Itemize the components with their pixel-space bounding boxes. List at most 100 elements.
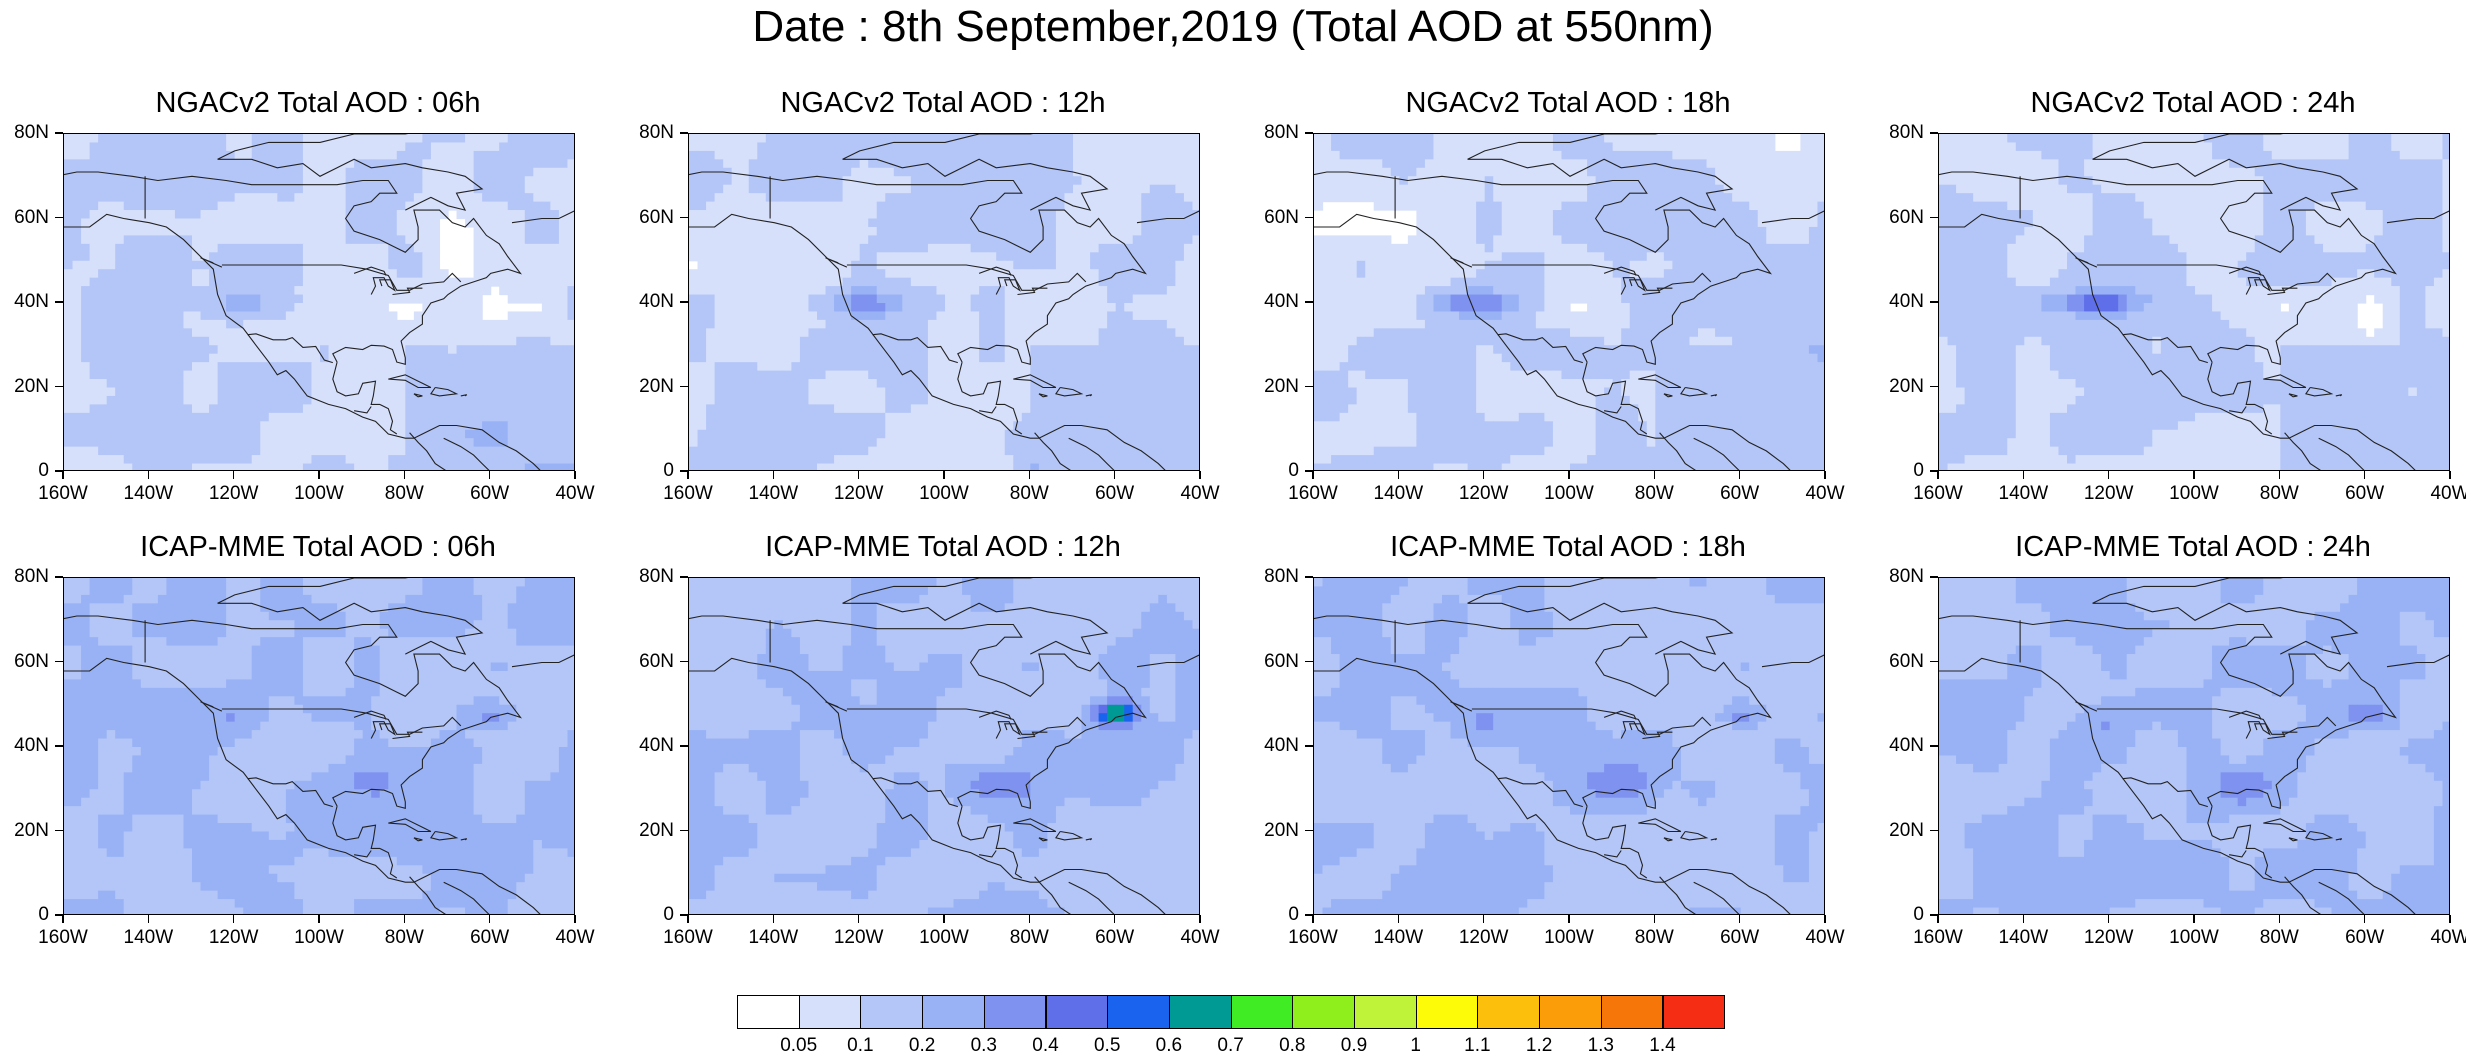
aod-cell <box>260 413 269 422</box>
aod-cell <box>132 252 141 261</box>
aod-cell <box>791 151 800 160</box>
aod-cell <box>954 244 963 253</box>
aod-cell <box>1604 142 1613 151</box>
aod-cell <box>175 210 184 219</box>
aod-cell <box>706 227 715 236</box>
aod-cell <box>971 464 980 471</box>
aod-cell <box>1124 159 1133 168</box>
aod-cell <box>749 320 758 329</box>
aod-cell <box>235 159 244 168</box>
aod-cell <box>269 447 278 456</box>
aod-cell <box>962 185 971 194</box>
aod-cell <box>311 252 320 261</box>
aod-cell <box>1192 159 1200 168</box>
aod-cell <box>1047 210 1056 219</box>
aod-cell <box>209 252 218 261</box>
aod-cell <box>354 295 363 304</box>
aod-cell <box>732 193 741 202</box>
aod-cell <box>996 303 1005 312</box>
aod-cell <box>508 413 517 422</box>
aod-cell <box>800 337 809 346</box>
aod-cell <box>1090 269 1099 278</box>
aod-cell <box>971 176 980 185</box>
aod-cell <box>757 269 766 278</box>
aod-cell <box>183 210 192 219</box>
aod-cell <box>201 159 210 168</box>
aod-cell <box>945 235 954 244</box>
aod-cell <box>988 362 997 371</box>
aod-cell <box>252 295 261 304</box>
aod-cell <box>81 159 90 168</box>
x-tick-label: 40W <box>555 483 594 505</box>
aod-cell <box>337 269 346 278</box>
aod-cell <box>1158 438 1167 447</box>
aod-cell <box>749 379 758 388</box>
aod-cell <box>201 185 210 194</box>
aod-cell <box>380 379 389 388</box>
aod-cell <box>209 404 218 413</box>
aod-cell <box>1005 303 1014 312</box>
aod-cell <box>277 244 286 253</box>
aod-cell <box>491 345 500 354</box>
aod-cell <box>286 210 295 219</box>
aod-cell <box>235 219 244 228</box>
aod-cell <box>1184 455 1193 464</box>
aod-cell <box>1056 185 1065 194</box>
aod-cell <box>911 202 920 211</box>
aod-cell <box>988 328 997 337</box>
aod-cell <box>1064 142 1073 151</box>
aod-cell <box>269 379 278 388</box>
aod-cell <box>1005 227 1014 236</box>
aod-cell <box>979 244 988 253</box>
aod-cell <box>1124 328 1133 337</box>
aod-cell <box>885 244 894 253</box>
aod-cell <box>1184 278 1193 287</box>
aod-cell <box>311 438 320 447</box>
aod-cell <box>783 404 792 413</box>
aod-cell <box>141 303 150 312</box>
aod-cell <box>277 151 286 160</box>
aod-cell <box>843 404 852 413</box>
aod-cell <box>936 464 945 471</box>
aod-cell <box>73 362 82 371</box>
aod-cell <box>954 464 963 471</box>
aod-cell <box>166 413 175 422</box>
aod-cell <box>979 455 988 464</box>
aod-cell <box>64 455 73 464</box>
aod-cell <box>1005 185 1014 194</box>
aod-cell <box>1124 202 1133 211</box>
aod-cell <box>911 388 920 397</box>
aod-cell <box>414 269 423 278</box>
aod-cell <box>252 396 261 405</box>
aod-cell <box>533 396 542 405</box>
aod-cell <box>911 159 920 168</box>
aod-cell <box>64 438 73 447</box>
aod-cell <box>1022 464 1031 471</box>
aod-cell <box>533 421 542 430</box>
aod-cell <box>542 185 551 194</box>
aod-cell <box>115 362 124 371</box>
aod-cell <box>422 421 431 430</box>
aod-cell <box>124 202 133 211</box>
aod-cell <box>740 244 749 253</box>
aod-cell <box>363 464 372 471</box>
aod-cell <box>482 202 491 211</box>
aod-cell <box>808 227 817 236</box>
aod-cell <box>107 396 116 405</box>
aod-cell <box>826 404 835 413</box>
aod-cell <box>1133 447 1142 456</box>
aod-cell <box>1184 345 1193 354</box>
aod-cell <box>397 295 406 304</box>
aod-cell <box>1124 185 1133 194</box>
aod-cell <box>791 235 800 244</box>
aod-cell <box>834 227 843 236</box>
aod-cell <box>371 362 380 371</box>
aod-cell <box>1064 455 1073 464</box>
aod-cell <box>1184 185 1193 194</box>
aod-cell <box>1107 193 1116 202</box>
aod-cell <box>508 354 517 363</box>
aod-cell <box>826 278 835 287</box>
aod-cell <box>1064 345 1073 354</box>
aod-cell <box>465 371 474 380</box>
aod-cell <box>1030 413 1039 422</box>
